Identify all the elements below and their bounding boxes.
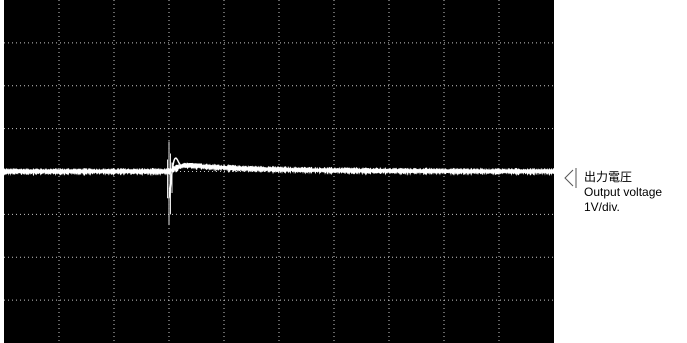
channel-marker-icon <box>564 168 577 188</box>
trace-ringing <box>168 157 202 199</box>
channel-label-japanese: 出力電圧 <box>584 170 633 184</box>
trace-noise-band <box>4 162 554 177</box>
channel-label: 出力電圧 Output voltage 1V/div. <box>564 170 662 215</box>
trace <box>4 141 554 226</box>
channel-marker-arrow-icon <box>564 169 574 187</box>
channel-scale: 1V/div. <box>584 200 620 214</box>
channel-label-english: Output voltage <box>584 185 663 199</box>
